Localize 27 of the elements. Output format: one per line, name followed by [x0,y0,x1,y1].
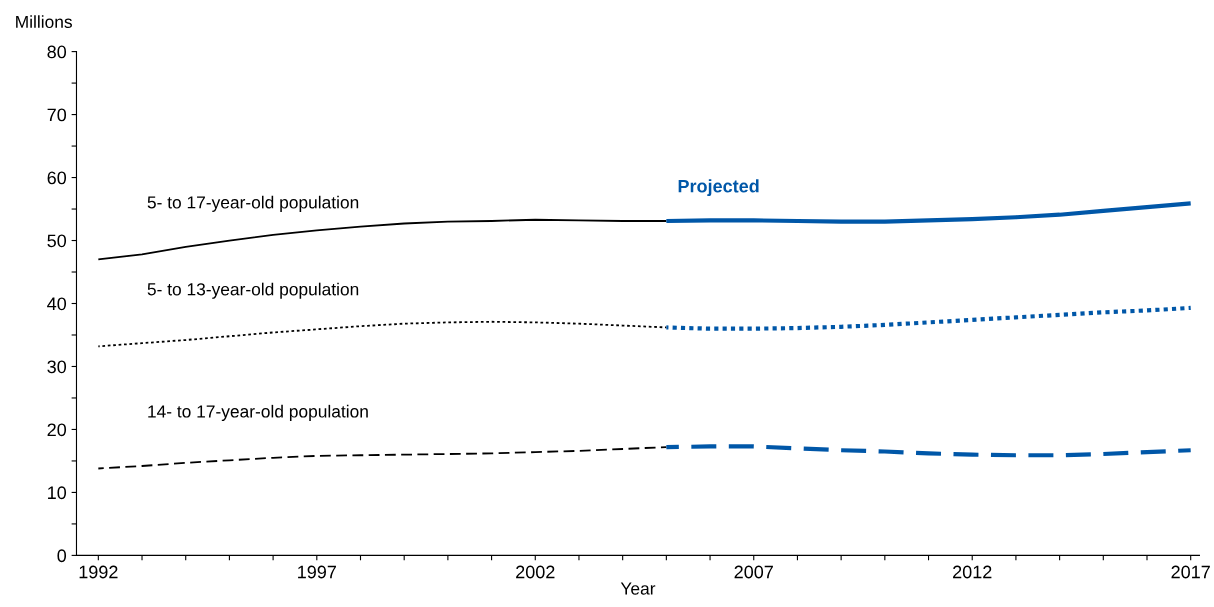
y-tick-label: 80 [47,45,67,59]
line-series [664,444,1193,458]
line-series [97,446,668,470]
y-tick-label: 40 [47,297,67,311]
y-tick-label: 20 [47,423,67,437]
line-series [664,201,1193,224]
x-tick-label: 1997 [298,565,336,579]
y-tick-label: 0 [57,549,67,563]
y-tick-label: 50 [47,234,67,248]
line-series [97,218,668,261]
x-axis-title: Year [620,582,656,595]
series-label: 5- to 13-year-old population [147,282,359,299]
x-tick-label: 2017 [1171,565,1210,579]
line-series [97,320,668,348]
series-label: 14- to 17-year-old population [148,404,368,422]
y-tick-label: 60 [47,171,67,185]
x-tick-label: 2002 [516,565,555,579]
annotation: Projected [678,179,759,197]
series-label: 5- to 17-year-old population [147,195,359,212]
y-tick-label: 70 [47,108,67,122]
line-series [664,305,1193,331]
x-tick-label: 2007 [734,565,773,579]
y-axis-title: Millions [16,15,72,29]
y-tick-label: 10 [48,486,67,500]
x-tick-label: 2012 [953,565,992,579]
y-tick-label: 30 [47,360,67,374]
x-tick-label: 1992 [79,565,118,579]
